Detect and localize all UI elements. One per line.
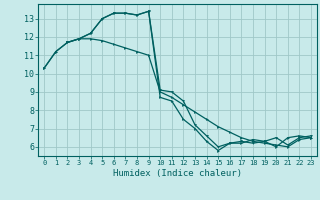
X-axis label: Humidex (Indice chaleur): Humidex (Indice chaleur) [113, 169, 242, 178]
